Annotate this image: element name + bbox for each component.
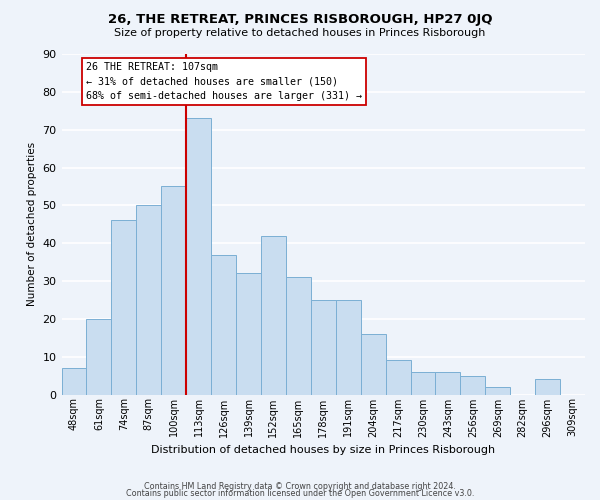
Bar (211, 254, 236, 394)
Bar (186, 118, 211, 394)
Bar (336, 300, 361, 394)
Bar (112, 220, 136, 394)
X-axis label: Distribution of detached houses by size in Princes Risborough: Distribution of detached houses by size … (151, 445, 496, 455)
Text: Contains HM Land Registry data © Crown copyright and database right 2024.: Contains HM Land Registry data © Crown c… (144, 482, 456, 491)
Text: Contains public sector information licensed under the Open Government Licence v3: Contains public sector information licen… (126, 489, 474, 498)
Text: Size of property relative to detached houses in Princes Risborough: Size of property relative to detached ho… (115, 28, 485, 38)
Bar (86, 319, 112, 394)
Bar (136, 206, 161, 394)
Bar (161, 186, 186, 394)
Bar (485, 387, 510, 394)
Y-axis label: Number of detached properties: Number of detached properties (27, 142, 37, 306)
Bar (236, 274, 261, 394)
Bar (436, 372, 460, 394)
Bar (386, 360, 410, 394)
Text: 26, THE RETREAT, PRINCES RISBOROUGH, HP27 0JQ: 26, THE RETREAT, PRINCES RISBOROUGH, HP2… (108, 12, 492, 26)
Bar (286, 277, 311, 394)
Text: 26 THE RETREAT: 107sqm
← 31% of detached houses are smaller (150)
68% of semi-de: 26 THE RETREAT: 107sqm ← 31% of detached… (86, 62, 362, 101)
Bar (261, 236, 286, 394)
Bar (62, 368, 86, 394)
Bar (361, 334, 386, 394)
Bar (311, 300, 336, 394)
Bar (410, 372, 436, 394)
Bar (535, 380, 560, 394)
Bar (460, 376, 485, 394)
